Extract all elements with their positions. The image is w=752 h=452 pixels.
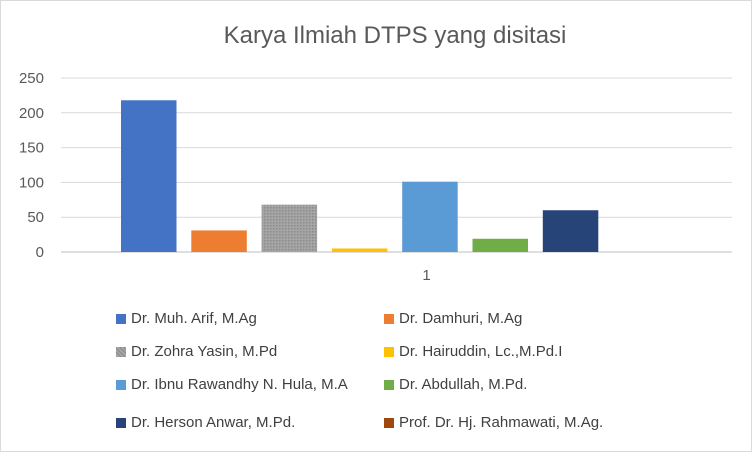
y-tick-label: 0 bbox=[36, 244, 44, 261]
legend-label: Dr. Herson Anwar, M.Pd. bbox=[131, 414, 296, 431]
bar bbox=[472, 238, 528, 252]
x-category-label: 1 bbox=[422, 267, 430, 284]
legend-label: Dr. Hairuddin, Lc.,M.Pd.I bbox=[399, 343, 563, 360]
legend-swatch bbox=[116, 313, 126, 324]
legend-swatch bbox=[116, 346, 126, 357]
y-tick-label: 150 bbox=[19, 140, 44, 157]
y-tick-label: 100 bbox=[19, 174, 44, 191]
y-tick-label: 200 bbox=[19, 105, 44, 122]
bar bbox=[261, 204, 318, 252]
legend-item: Dr. Ibnu Rawandhy N. Hula, M.A bbox=[116, 376, 348, 393]
legend-item: Dr. Zohra Yasin, M.Pd bbox=[116, 343, 277, 360]
legend-item: Dr. Abdullah, M.Pd. bbox=[384, 376, 527, 393]
legend-swatch bbox=[384, 417, 394, 428]
bar bbox=[191, 230, 247, 252]
legend-item: Prof. Dr. Hj. Rahmawati, M.Ag. bbox=[384, 414, 603, 431]
legend-label: Dr. Ibnu Rawandhy N. Hula, M.A bbox=[131, 376, 348, 393]
legend-swatch bbox=[384, 379, 394, 390]
legend-label: Dr. Damhuri, M.Ag bbox=[399, 310, 523, 327]
legend-item: Dr. Hairuddin, Lc.,M.Pd.I bbox=[384, 343, 562, 360]
legend-label: Dr. Zohra Yasin, M.Pd bbox=[131, 343, 278, 360]
y-tick-label: 250 bbox=[19, 70, 44, 87]
legend-label: Dr. Muh. Arif, M.Ag bbox=[131, 310, 257, 327]
bar bbox=[121, 100, 177, 252]
legend-item: Dr. Damhuri, M.Ag bbox=[384, 310, 522, 327]
legend-label: Dr. Abdullah, M.Pd. bbox=[399, 376, 528, 393]
bar bbox=[542, 210, 599, 252]
bar bbox=[331, 248, 388, 252]
legend-item: Dr. Muh. Arif, M.Ag bbox=[116, 310, 257, 327]
legend-swatch bbox=[384, 346, 394, 357]
legend-item: Dr. Herson Anwar, M.Pd. bbox=[116, 414, 295, 431]
legend-swatch bbox=[116, 379, 126, 390]
legend-swatch bbox=[116, 417, 126, 428]
y-tick-label: 50 bbox=[27, 209, 44, 226]
legend-label: Prof. Dr. Hj. Rahmawati, M.Ag. bbox=[399, 414, 604, 431]
legend-swatch bbox=[384, 313, 394, 324]
bar bbox=[402, 181, 458, 252]
chart-title: Karya Ilmiah DTPS yang disitasi bbox=[223, 22, 567, 49]
